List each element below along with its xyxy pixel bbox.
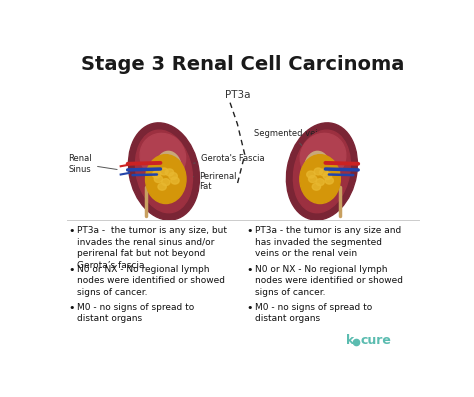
Text: Renal
Sinus: Renal Sinus bbox=[68, 154, 117, 173]
Ellipse shape bbox=[136, 130, 192, 213]
Ellipse shape bbox=[162, 179, 170, 186]
Ellipse shape bbox=[293, 130, 350, 213]
Ellipse shape bbox=[312, 183, 320, 190]
Text: N0 or NX - No regional lymph
nodes were identified or showed
signs of cancer.: N0 or NX - No regional lymph nodes were … bbox=[77, 265, 225, 297]
Text: •: • bbox=[68, 265, 75, 275]
Text: •: • bbox=[68, 226, 75, 237]
Ellipse shape bbox=[171, 177, 179, 184]
Ellipse shape bbox=[153, 171, 161, 178]
Ellipse shape bbox=[146, 155, 186, 204]
Ellipse shape bbox=[160, 168, 168, 175]
Text: Segmented veins: Segmented veins bbox=[254, 129, 328, 147]
Ellipse shape bbox=[309, 155, 326, 180]
Ellipse shape bbox=[140, 133, 186, 180]
Ellipse shape bbox=[295, 127, 353, 186]
Ellipse shape bbox=[286, 123, 357, 220]
Text: M0 - no signs of spread to
distant organs: M0 - no signs of spread to distant organ… bbox=[77, 303, 194, 323]
Ellipse shape bbox=[169, 173, 177, 179]
Ellipse shape bbox=[300, 133, 346, 180]
Ellipse shape bbox=[300, 155, 340, 204]
Ellipse shape bbox=[325, 177, 333, 184]
Ellipse shape bbox=[309, 175, 317, 183]
Text: •: • bbox=[68, 303, 75, 313]
Text: M0 - no signs of spread to
distant organs: M0 - no signs of spread to distant organ… bbox=[255, 303, 372, 323]
Ellipse shape bbox=[160, 155, 177, 180]
Ellipse shape bbox=[133, 127, 191, 186]
Text: PT3a - the tumor is any size and
has invaded the segmented
veins or the renal ve: PT3a - the tumor is any size and has inv… bbox=[255, 226, 401, 258]
Text: PT3a: PT3a bbox=[225, 90, 250, 100]
Text: •: • bbox=[246, 303, 253, 313]
Ellipse shape bbox=[316, 179, 324, 186]
Text: Gerota's Fascia: Gerota's Fascia bbox=[194, 154, 264, 163]
Ellipse shape bbox=[128, 123, 200, 220]
Ellipse shape bbox=[314, 168, 322, 175]
Text: k: k bbox=[346, 333, 354, 347]
Ellipse shape bbox=[154, 175, 163, 183]
Text: •: • bbox=[246, 226, 253, 237]
Text: cure: cure bbox=[360, 333, 392, 347]
Text: Perirenal
Fat: Perirenal Fat bbox=[192, 172, 237, 191]
Text: •: • bbox=[246, 265, 253, 275]
Ellipse shape bbox=[319, 169, 328, 176]
Text: PT3a -  the tumor is any size, but
invades the renal sinus and/or
perirenal fat : PT3a - the tumor is any size, but invade… bbox=[77, 226, 227, 270]
Ellipse shape bbox=[158, 183, 166, 190]
Ellipse shape bbox=[304, 151, 331, 189]
Text: N0 or NX - No regional lymph
nodes were identified or showed
signs of cancer.: N0 or NX - No regional lymph nodes were … bbox=[255, 265, 403, 297]
Ellipse shape bbox=[155, 151, 182, 189]
Text: Stage 3 Renal Cell Carcinoma: Stage 3 Renal Cell Carcinoma bbox=[81, 55, 405, 74]
Ellipse shape bbox=[165, 169, 173, 176]
Ellipse shape bbox=[323, 173, 332, 179]
Ellipse shape bbox=[307, 171, 315, 178]
